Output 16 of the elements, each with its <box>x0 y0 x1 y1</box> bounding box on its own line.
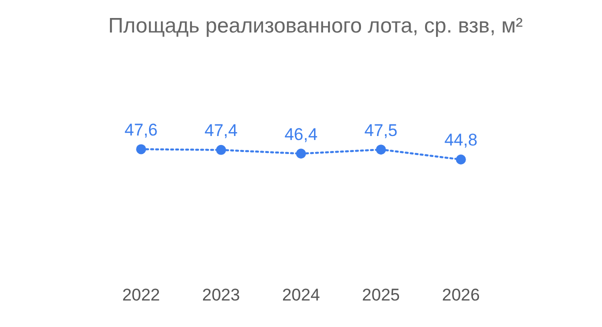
data-label: 44,8 <box>444 130 478 150</box>
x-tick-label: 2023 <box>202 285 240 304</box>
data-label: 47,5 <box>364 120 398 140</box>
x-tick-label: 2025 <box>362 285 400 304</box>
chart-title: Площадь реализованного лота, ср. взв, м² <box>108 14 523 38</box>
point <box>136 144 146 154</box>
point <box>296 148 306 159</box>
x-tick-label: 2024 <box>282 285 320 304</box>
data-label: 46,4 <box>284 124 318 144</box>
point <box>456 154 466 164</box>
point <box>376 144 386 155</box>
x-tick-label: 2026 <box>442 285 480 304</box>
x-tick-label: 2022 <box>122 285 160 304</box>
data-label: 47,6 <box>124 120 158 140</box>
point <box>216 144 226 155</box>
data-label: 47,4 <box>204 121 238 140</box>
